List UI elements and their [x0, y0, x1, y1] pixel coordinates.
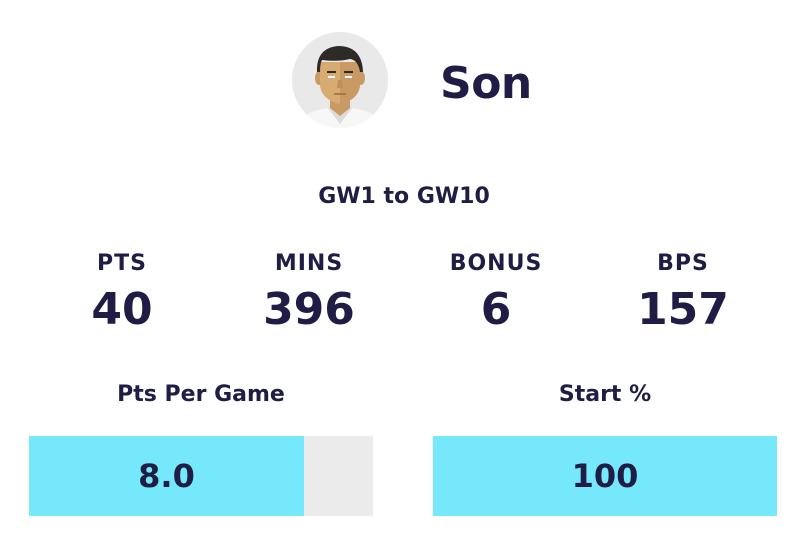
- player-header: Son: [0, 0, 808, 150]
- stat-value: 396: [263, 284, 355, 335]
- pts-per-game-title: Pts Per Game: [117, 382, 285, 407]
- stat-value: 6: [480, 284, 512, 335]
- start-percent-bar: 100: [433, 436, 777, 516]
- stat-pts: PTS 40: [32, 250, 212, 336]
- player-name: Son: [440, 58, 532, 109]
- player-avatar-icon: [292, 32, 388, 132]
- pts-per-game-bar: 8.0: [29, 436, 373, 516]
- start-percent-bar-fill: [433, 436, 777, 516]
- pts-per-game-value: 8.0: [138, 457, 195, 495]
- stat-label: PTS: [97, 251, 147, 276]
- stat-label: BPS: [657, 251, 709, 276]
- pts-per-game-bar-fill: [29, 436, 305, 516]
- start-percent-title: Start %: [558, 382, 652, 407]
- stat-label: MINS: [274, 251, 344, 276]
- stat-bps: BPS 157: [593, 250, 773, 336]
- stat-mins: MINS 396: [219, 250, 399, 336]
- gameweek-range: GW1 to GW10: [318, 184, 490, 209]
- stat-value: 40: [91, 284, 153, 335]
- stat-value: 157: [637, 284, 729, 335]
- stat-label: BONUS: [449, 251, 543, 276]
- start-percent-value: 100: [571, 457, 639, 495]
- stat-bonus: BONUS 6: [406, 250, 586, 336]
